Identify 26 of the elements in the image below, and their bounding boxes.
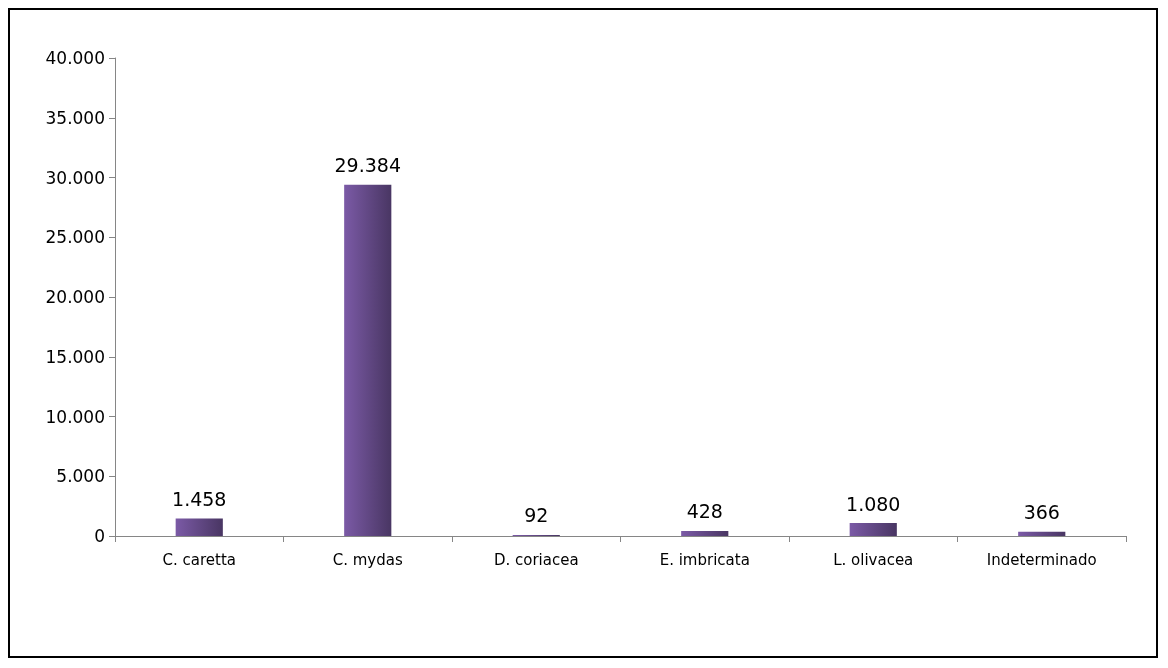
data-label: 1.080 (846, 492, 901, 515)
bar (175, 518, 223, 536)
y-tick-label: 30.000 (45, 167, 105, 188)
data-label: 1.458 (172, 488, 227, 511)
y-tick-label: 20.000 (45, 287, 105, 307)
data-label: 92 (524, 504, 549, 527)
data-label: 428 (686, 500, 723, 523)
y-tick-label: 15.000 (45, 346, 105, 367)
y-tick-label: 5.000 (56, 466, 105, 487)
bar (681, 530, 729, 536)
x-tick-label: L. olivacea (833, 550, 914, 569)
x-tick-label: D. coriacea (493, 550, 579, 569)
x-tick-label: E. imbricata (659, 550, 750, 569)
bar (1018, 531, 1066, 536)
y-tick-label: 35.000 (45, 107, 105, 128)
bar (849, 523, 897, 536)
x-tick-label: C. mydas (332, 550, 403, 569)
y-tick-label: 25.000 (45, 227, 105, 248)
y-tick-label: 40.000 (45, 48, 105, 68)
data-label: 29.384 (334, 154, 401, 177)
y-tick-label: 0 (94, 526, 105, 546)
data-label: 366 (1023, 501, 1060, 524)
y-tick-label: 10.000 (45, 406, 105, 427)
bar (344, 184, 392, 536)
x-tick-label: Indeterminado (986, 550, 1097, 569)
x-tick-label: C. caretta (162, 550, 236, 569)
